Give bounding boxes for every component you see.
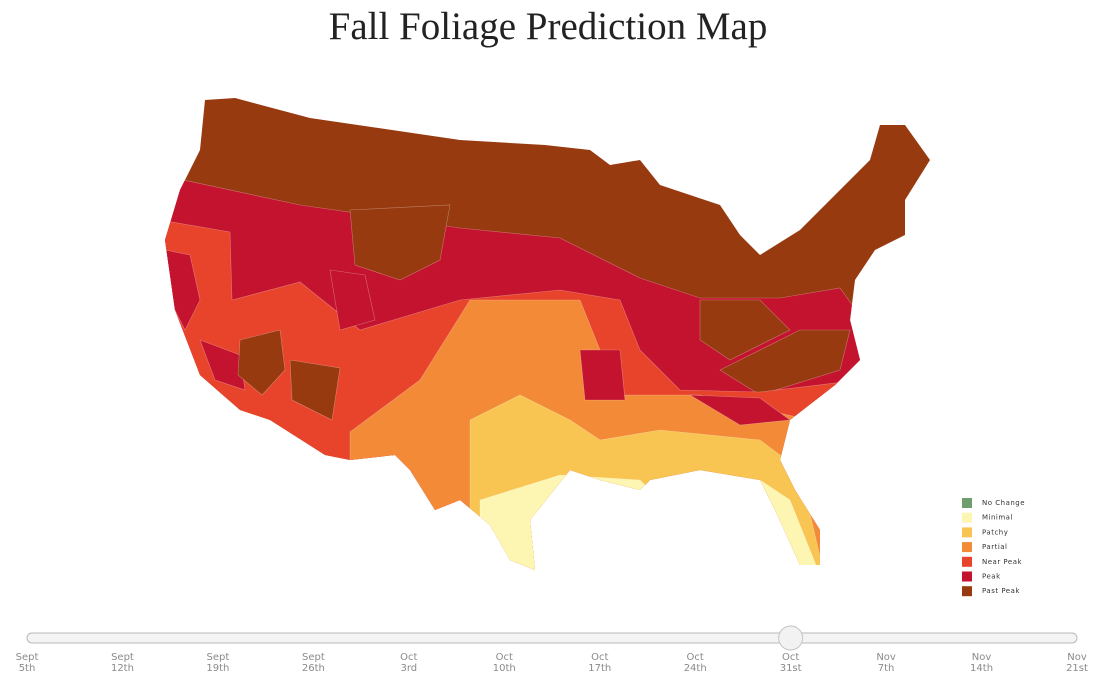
date-month[interactable]: Nov	[972, 652, 992, 663]
legend-swatch	[962, 527, 972, 538]
region	[199, 339, 246, 391]
legend-swatch	[962, 498, 972, 508]
date-month[interactable]: Oct	[400, 652, 417, 663]
date-month[interactable]: Oct	[591, 652, 608, 663]
page-title: Fall Foliage Prediction Map	[328, 5, 768, 48]
date-month[interactable]: Nov	[1067, 652, 1087, 663]
slider-track[interactable]	[26, 632, 1078, 644]
legend-label: No Change	[982, 499, 1025, 507]
legend-label: Past Peak	[982, 587, 1020, 595]
date-month[interactable]: Nov	[876, 652, 896, 663]
date-month[interactable]: Oct	[496, 652, 513, 663]
date-day[interactable]: 5th	[19, 663, 36, 674]
slider-thumb[interactable]	[778, 625, 804, 651]
legend-label: Partial	[982, 543, 1008, 551]
region	[479, 474, 831, 570]
legend-swatch	[962, 556, 972, 567]
region	[349, 204, 451, 281]
legend: No Change Minimal Patchy Partial Near Peak Pe…	[962, 498, 1025, 597]
legend-label: Patchy	[982, 528, 1008, 536]
date-day[interactable]: 14th	[970, 663, 993, 674]
legend-swatch	[962, 586, 972, 597]
region	[289, 359, 341, 421]
date-day[interactable]: 12th	[111, 663, 134, 674]
date-day[interactable]: 21st	[1066, 663, 1088, 674]
date-month[interactable]: Oct	[687, 652, 704, 663]
timeline-slider[interactable]: Sept5thSept12thSept19thSept26thOct3rdOct…	[16, 625, 1088, 674]
region	[237, 329, 286, 396]
date-month[interactable]: Oct	[782, 652, 799, 663]
date-month[interactable]: Sept	[207, 652, 230, 663]
date-month[interactable]: Sept	[16, 652, 39, 663]
date-day[interactable]: 31st	[780, 663, 802, 674]
region	[329, 269, 376, 331]
legend-label: Peak	[982, 573, 1001, 581]
date-day[interactable]: 3rd	[400, 663, 417, 674]
date-day[interactable]: 17th	[588, 663, 611, 674]
date-month[interactable]: Sept	[302, 652, 325, 663]
date-day[interactable]: 7th	[878, 663, 895, 674]
date-day[interactable]: 10th	[493, 663, 516, 674]
region	[699, 299, 791, 361]
region	[689, 394, 791, 426]
us-map	[165, 98, 930, 570]
date-month[interactable]: Sept	[111, 652, 134, 663]
legend-label: Minimal	[982, 514, 1013, 522]
region	[719, 329, 851, 396]
legend-swatch	[962, 571, 972, 582]
date-day[interactable]: 24th	[684, 663, 707, 674]
date-day[interactable]: 19th	[206, 663, 229, 674]
region	[579, 349, 626, 401]
date-day[interactable]: 26th	[302, 663, 325, 674]
legend-swatch	[962, 512, 972, 523]
legend-swatch	[962, 542, 972, 553]
legend-label: Near Peak	[982, 558, 1023, 566]
